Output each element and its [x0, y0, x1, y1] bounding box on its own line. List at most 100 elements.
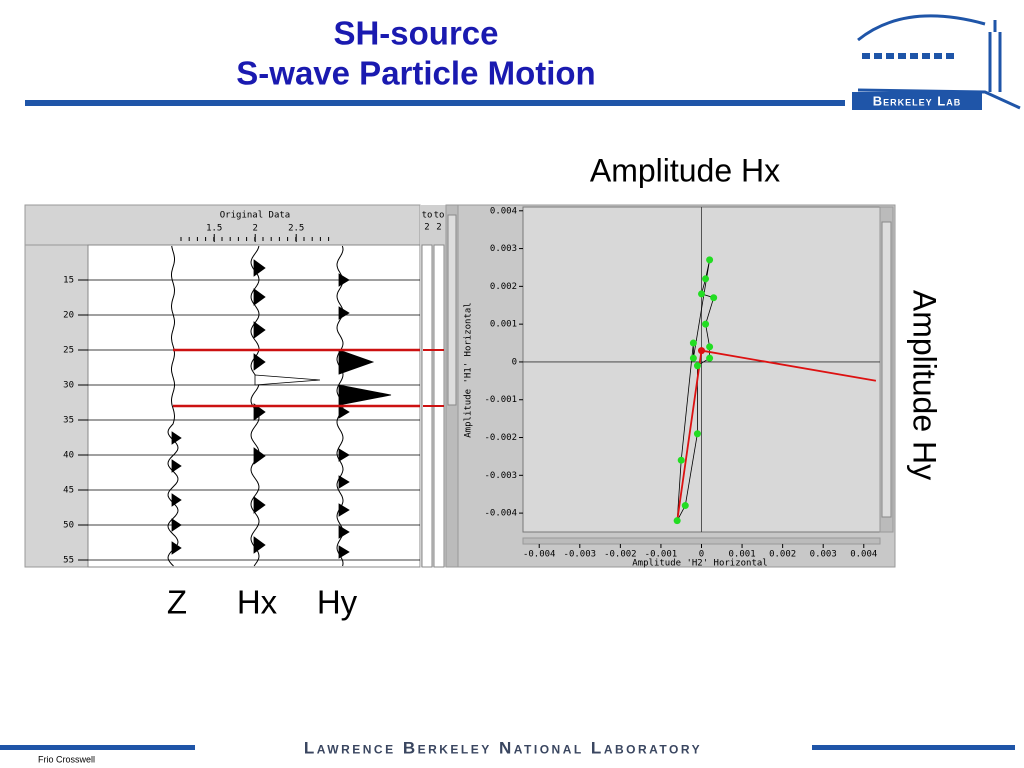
logo — [857, 14, 1021, 110]
x-tick-label: 0.002 — [769, 550, 796, 560]
trace-lobe — [338, 349, 375, 375]
scale-tick-label: 2 — [253, 224, 258, 234]
motion-point — [693, 430, 701, 438]
x-tick-label: -0.001 — [645, 550, 678, 560]
depth-axis-bg — [24, 244, 89, 568]
trace-lobe — [171, 541, 182, 555]
motion-point — [702, 320, 710, 328]
depth-tick-label: 40 — [63, 451, 74, 461]
axis-caption: Amplitude Hx — [590, 152, 780, 188]
scroll-thumb — [881, 221, 892, 518]
component-label: Z — [167, 584, 187, 621]
motion-point — [706, 256, 714, 264]
x-tick-label: -0.004 — [523, 550, 556, 560]
trace-lobe — [171, 459, 182, 473]
motion-point — [706, 354, 714, 362]
side-label: to — [434, 211, 445, 221]
x-tick-label: -0.003 — [564, 550, 597, 560]
x-tick-label: 0.004 — [850, 550, 877, 560]
motion-point — [698, 290, 705, 298]
logo-box — [852, 92, 982, 110]
depth-tick-label: 30 — [63, 381, 74, 391]
side-label: 2 — [424, 223, 429, 233]
trace-lobe — [253, 403, 266, 421]
title-line: S-wave Particle Motion — [236, 55, 595, 92]
component-label: Hx — [237, 584, 278, 621]
motion-point — [681, 502, 689, 510]
origin-point — [698, 347, 705, 355]
scale-tick-label: 2.5 — [288, 224, 304, 234]
header-rule — [25, 100, 845, 106]
component-label: Hy — [317, 584, 358, 621]
side-label: 2 — [436, 223, 441, 233]
trace-lobe — [253, 536, 266, 554]
motion-point — [702, 275, 710, 283]
depth-tick-label: 15 — [63, 276, 74, 286]
depth-tick-label: 55 — [63, 556, 74, 566]
depth-tick-label: 35 — [63, 416, 74, 426]
motion-point — [689, 339, 697, 347]
y-tick-label: 0.003 — [490, 244, 517, 254]
y-tick-label: 0.001 — [490, 320, 517, 330]
y-tick-label: 0.004 — [490, 206, 517, 216]
trace-lobe — [338, 448, 350, 462]
side-label: to — [422, 211, 433, 221]
scrollbar — [522, 537, 881, 545]
title-line: SH-source — [333, 15, 498, 52]
y-tick-label: 0.002 — [490, 282, 517, 292]
footer-note: Frio Crosswell — [38, 754, 95, 764]
trace-lobe — [253, 447, 266, 465]
x-axis-label: Amplitude 'H2' Horizontal — [632, 559, 767, 569]
x-tick-label: 0 — [699, 550, 704, 560]
depth-tick-label: 20 — [63, 311, 74, 321]
trace-lobe — [253, 496, 266, 514]
trace-lobe — [253, 321, 266, 339]
trace-lobe — [338, 273, 350, 287]
y-axis-label: Amplitude 'H1' Horizontal — [464, 302, 474, 437]
depth-tick-label: 25 — [63, 346, 74, 356]
panel-title: Original Data — [220, 211, 290, 221]
x-tick-label: -0.002 — [604, 550, 637, 560]
y-tick-label: -0.004 — [484, 509, 517, 519]
trace — [167, 245, 179, 567]
motion-point — [693, 362, 701, 370]
footer-rule — [812, 745, 1015, 750]
axis-caption: Amplitude Hy — [907, 290, 943, 480]
trace-lobe — [253, 353, 266, 371]
depth-tick-label: 45 — [63, 486, 74, 496]
motion-point — [673, 517, 681, 525]
logo-tower — [988, 20, 1002, 92]
trace-lobe — [171, 431, 182, 445]
motion-point — [689, 354, 697, 362]
motion-point — [677, 456, 685, 464]
trace-lobe — [171, 493, 182, 507]
logo-base — [857, 88, 1021, 110]
scale-tick-label: 1.5 — [206, 224, 222, 234]
motion-point — [706, 343, 714, 351]
logo-arc — [857, 14, 986, 42]
trace-lobe — [338, 503, 350, 517]
x-tick-label: 0.003 — [810, 550, 837, 560]
trace-lobe — [338, 306, 350, 320]
trace-lobe — [338, 475, 350, 489]
y-tick-label: 0 — [512, 357, 517, 367]
x-tick-label: 0.001 — [729, 550, 756, 560]
footer-lab: Lawrence Berkeley National Laboratory — [304, 738, 702, 757]
trace-lobe — [254, 374, 321, 386]
y-tick-label: -0.002 — [484, 433, 517, 443]
trace-lobe — [338, 545, 350, 559]
trace-lobe — [338, 384, 392, 406]
trace-lobe — [338, 525, 350, 539]
scroll-thumb — [447, 214, 457, 406]
y-tick-label: -0.001 — [484, 395, 517, 405]
y-tick-label: -0.003 — [484, 471, 517, 481]
screenshot: Original Data to to 2 2 Amplitude 'H2' H… — [24, 204, 896, 569]
logo-text: Berkeley Lab — [873, 93, 961, 108]
trace-lobe — [338, 405, 350, 419]
motion-point — [710, 294, 718, 302]
trace-lobe — [171, 518, 182, 532]
trace-lobe — [253, 288, 266, 306]
depth-tick-label: 50 — [63, 521, 74, 531]
trace-lobe — [253, 259, 266, 277]
